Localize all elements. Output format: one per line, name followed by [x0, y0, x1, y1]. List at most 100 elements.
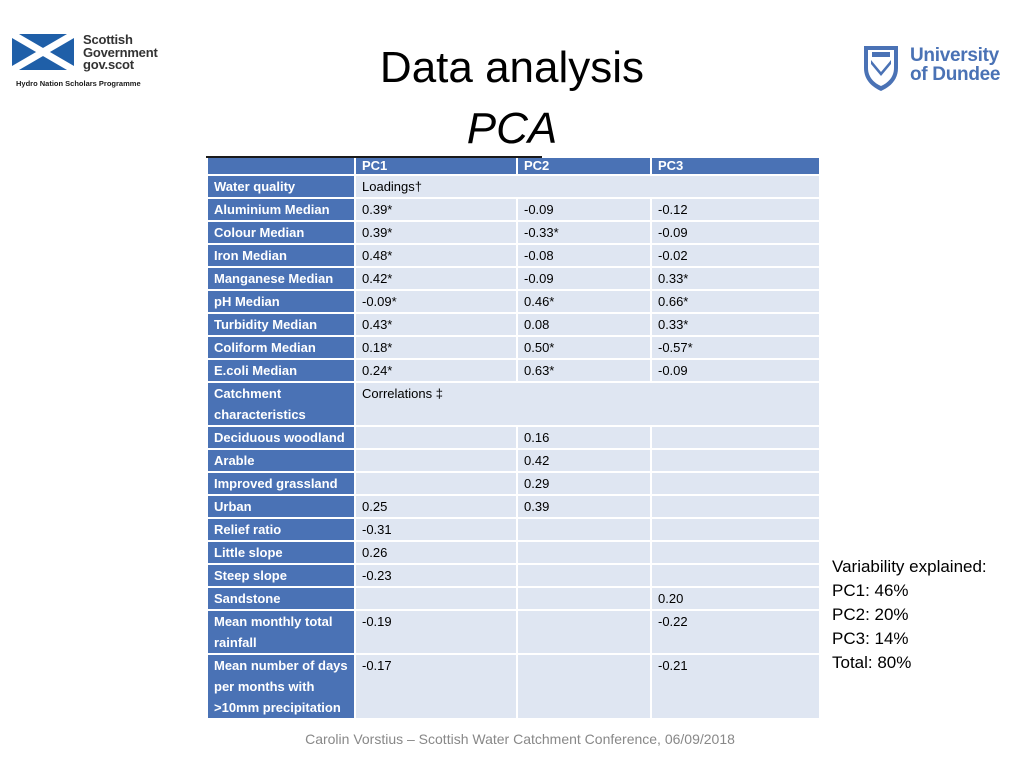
slide-subtitle: PCA — [466, 104, 558, 153]
table-cell: 0.33* — [650, 266, 821, 291]
table-cell: -0.19 — [354, 609, 518, 655]
table-row: Water quality Loadings† — [206, 174, 821, 199]
table-row: Turbidity Median 0.43* 0.08 0.33* — [206, 312, 821, 337]
table-cell — [516, 586, 652, 611]
table-cell: 0.43* — [354, 312, 518, 337]
table-row: Iron Median 0.48* -0.08 -0.02 — [206, 243, 821, 268]
table-row: Aluminium Median 0.39* -0.09 -0.12 — [206, 197, 821, 222]
table-row: Colour Median 0.39* -0.33* -0.09 — [206, 220, 821, 245]
table-header-cell — [206, 156, 356, 176]
table-cell — [650, 471, 821, 496]
table-cell: -0.57* — [650, 335, 821, 360]
table-cell — [354, 425, 518, 450]
row-label: Water quality — [206, 174, 356, 199]
table-header-cell: PC3 — [650, 156, 821, 176]
row-label: Relief ratio — [206, 517, 356, 542]
table-row: Urban 0.25 0.39 — [206, 494, 821, 519]
row-label: Little slope — [206, 540, 356, 565]
table-cell: -0.09 — [650, 358, 821, 383]
table-row: Relief ratio -0.31 — [206, 517, 821, 542]
gov-logo-text: Scottish Government gov.scot — [83, 32, 158, 72]
table-cell: 0.42 — [516, 448, 652, 473]
table-cell — [650, 517, 821, 542]
pca-table: PC1 PC2 PC3 Water quality Loadings† Alumin… — [206, 156, 821, 720]
table-row: Steep slope -0.23 — [206, 563, 821, 588]
table-row: Deciduous woodland 0.16 — [206, 425, 821, 450]
table-header-cell: PC2 — [516, 156, 652, 176]
table-cell: -0.21 — [650, 653, 821, 720]
slide-title: Data analysis — [379, 43, 645, 92]
table-cell — [516, 517, 652, 542]
table-cell — [650, 494, 821, 519]
variability-line: PC3: 14% — [832, 629, 909, 648]
gov-logo-line: gov.scot — [83, 57, 134, 72]
section-label: Loadings† — [354, 174, 821, 199]
table-cell: 0.33* — [650, 312, 821, 337]
table-cell: -0.09* — [354, 289, 518, 314]
table-cell: -0.08 — [516, 243, 652, 268]
table-cell: 0.08 — [516, 312, 652, 337]
table-cell — [650, 563, 821, 588]
programme-name: Hydro Nation Scholars Programme — [16, 79, 141, 88]
table-row: Mean monthly total rainfall -0.19 -0.22 — [206, 609, 821, 655]
row-label: Iron Median — [206, 243, 356, 268]
row-label: Aluminium Median — [206, 197, 356, 222]
table-cell: -0.09 — [650, 220, 821, 245]
table-row: Manganese Median 0.42* -0.09 0.33* — [206, 266, 821, 291]
table-cell: -0.33* — [516, 220, 652, 245]
table-cell: 0.46* — [516, 289, 652, 314]
table-cell: 0.25 — [354, 494, 518, 519]
variability-line: PC2: 20% — [832, 605, 909, 624]
table-row: pH Median -0.09* 0.46* 0.66* — [206, 289, 821, 314]
table-cell — [516, 540, 652, 565]
row-label: Improved grassland — [206, 471, 356, 496]
table-cell: -0.12 — [650, 197, 821, 222]
table-cell: 0.48* — [354, 243, 518, 268]
gov-logo-line: Scottish — [83, 32, 133, 47]
table-cell — [650, 540, 821, 565]
table-cell: -0.17 — [354, 653, 518, 720]
variability-line: Total: 80% — [832, 653, 912, 672]
row-label: Urban — [206, 494, 356, 519]
table-cell: 0.42* — [354, 266, 518, 291]
table-cell: 0.66* — [650, 289, 821, 314]
row-label: pH Median — [206, 289, 356, 314]
table-cell — [354, 586, 518, 611]
row-label: Deciduous woodland — [206, 425, 356, 450]
university-shield-icon — [864, 46, 898, 91]
saltire-flag-icon — [12, 34, 74, 70]
table-cell — [354, 448, 518, 473]
row-label: Steep slope — [206, 563, 356, 588]
row-label: Sandstone — [206, 586, 356, 611]
table-row: Improved grassland 0.29 — [206, 471, 821, 496]
variability-heading: Variability explained: — [832, 557, 987, 576]
table-cell: -0.02 — [650, 243, 821, 268]
university-name: University of Dundee — [910, 46, 1000, 84]
gov-logo-line: Government — [83, 44, 158, 60]
section-label: Correlations ‡ — [354, 381, 821, 427]
table-row: Mean number of days per months with >10m… — [206, 653, 821, 720]
table-cell: 0.39 — [516, 494, 652, 519]
table-cell: 0.50* — [516, 335, 652, 360]
university-of-dundee-logo: University of Dundee — [862, 44, 1002, 94]
table-row: Coliform Median 0.18* 0.50* -0.57* — [206, 335, 821, 360]
table-cell — [516, 609, 652, 655]
table-row: Arable 0.42 — [206, 448, 821, 473]
table-cell — [354, 471, 518, 496]
row-label: Arable — [206, 448, 356, 473]
table-cell: 0.16 — [516, 425, 652, 450]
row-label: Turbidity Median — [206, 312, 356, 337]
footer-credit: Carolin Vorstius – Scottish Water Catchm… — [305, 731, 735, 747]
table-cell: 0.63* — [516, 358, 652, 383]
table-header-row: PC1 PC2 PC3 — [206, 156, 821, 176]
table-row: Catchment characteristics Correlations ‡ — [206, 381, 821, 427]
scottish-government-logo: Scottish Government gov.scot Hydro Natio… — [12, 32, 172, 92]
table-cell — [650, 448, 821, 473]
table-cell: 0.24* — [354, 358, 518, 383]
variability-line: PC1: 46% — [832, 581, 909, 600]
table-row: Little slope 0.26 — [206, 540, 821, 565]
table-cell: -0.31 — [354, 517, 518, 542]
table-cell — [516, 653, 652, 720]
table-cell: 0.39* — [354, 220, 518, 245]
table-cell: 0.20 — [650, 586, 821, 611]
